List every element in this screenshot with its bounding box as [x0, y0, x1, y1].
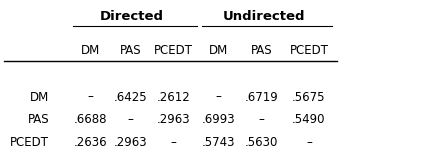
Text: DM: DM	[209, 44, 228, 57]
Text: –: –	[259, 113, 265, 126]
Text: Directed: Directed	[100, 10, 164, 23]
Text: PAS: PAS	[251, 44, 272, 57]
Text: PCEDT: PCEDT	[290, 44, 328, 57]
Text: .2636: .2636	[73, 136, 107, 146]
Text: .2612: .2612	[157, 91, 190, 104]
Text: .6719: .6719	[245, 91, 278, 104]
Text: Undirected: Undirected	[223, 10, 305, 23]
Text: PCEDT: PCEDT	[10, 136, 49, 146]
Text: DM: DM	[81, 44, 100, 57]
Text: DM: DM	[30, 91, 49, 104]
Text: .6993: .6993	[202, 113, 236, 126]
Text: PAS: PAS	[120, 44, 142, 57]
Text: .5630: .5630	[245, 136, 278, 146]
Text: .5490: .5490	[292, 113, 326, 126]
Text: .6425: .6425	[114, 91, 148, 104]
Text: –: –	[87, 91, 93, 104]
Text: PAS: PAS	[28, 113, 49, 126]
Text: .2963: .2963	[114, 136, 148, 146]
Text: –: –	[216, 91, 222, 104]
Text: .2963: .2963	[157, 113, 190, 126]
Text: –: –	[306, 136, 312, 146]
Text: –: –	[171, 136, 177, 146]
Text: .6688: .6688	[73, 113, 107, 126]
Text: .5743: .5743	[202, 136, 236, 146]
Text: PCEDT: PCEDT	[154, 44, 193, 57]
Text: .5675: .5675	[292, 91, 326, 104]
Text: –: –	[128, 113, 134, 126]
